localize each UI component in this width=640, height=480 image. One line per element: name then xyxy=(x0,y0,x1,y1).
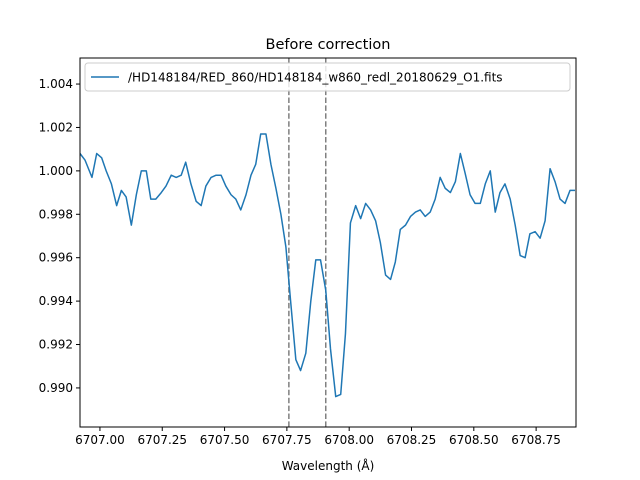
chart-title: Before correction xyxy=(266,37,391,53)
plot-frame xyxy=(79,57,577,428)
y-axis: 0.990 0.992 0.994 0.996 0.998 1.000 1.002 1.004 xyxy=(39,77,80,395)
x-tick-label: 6707.25 xyxy=(137,433,187,447)
y-tick-label: 1.004 xyxy=(39,77,73,91)
legend-box xyxy=(84,62,571,92)
x-tick-label: 6708.00 xyxy=(324,433,374,447)
legend-label: /HD148184/RED_860/HD148184_w860_redl_201… xyxy=(128,71,503,85)
y-tick-label: 0.992 xyxy=(39,338,73,352)
legend: /HD148184/RED_860/HD148184_w860_redl_201… xyxy=(84,62,571,92)
x-tick-label: 6708.25 xyxy=(387,433,437,447)
x-tick-label: 6708.75 xyxy=(511,433,561,447)
y-tick-label: 0.996 xyxy=(39,251,73,265)
y-tick-label: 1.002 xyxy=(39,120,73,134)
x-tick-label: 6707.50 xyxy=(200,433,250,447)
x-tick-label: 6707.00 xyxy=(75,433,125,447)
reference-lines xyxy=(288,58,327,427)
series-group xyxy=(80,133,575,398)
x-axis-label: Wavelength (Å) xyxy=(282,458,375,473)
y-tick-label: 0.998 xyxy=(39,207,73,221)
x-tick-label: 6708.50 xyxy=(449,433,499,447)
series-line xyxy=(80,133,575,398)
x-axis: 6707.00 6707.25 6707.50 6707.75 6708.00 6708.… xyxy=(75,427,561,447)
y-tick-label: 1.000 xyxy=(39,164,73,178)
x-tick-label: 6707.75 xyxy=(262,433,312,447)
y-tick-label: 0.994 xyxy=(39,294,73,308)
y-tick-label: 0.990 xyxy=(39,381,73,395)
